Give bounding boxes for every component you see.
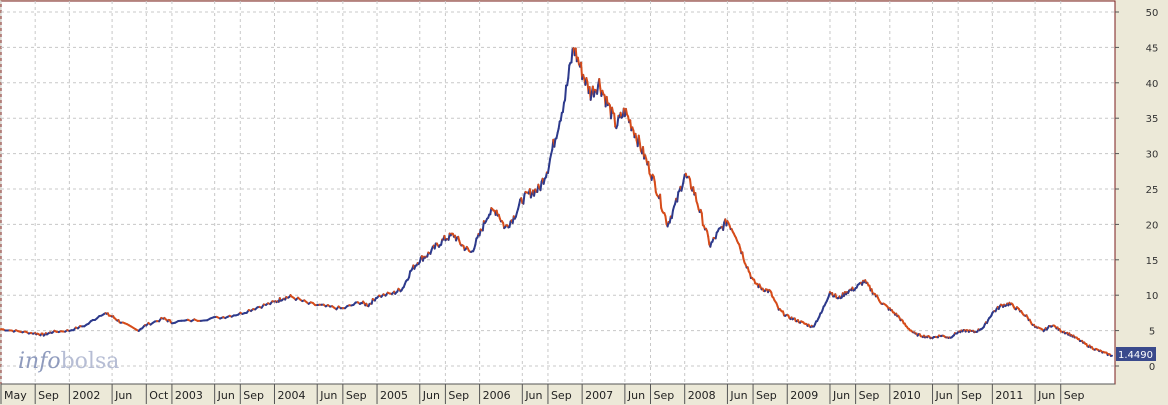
x-tick-label: Sep [859,389,880,402]
x-tick-label: 2004 [277,389,305,402]
price-segment [613,112,617,128]
y-tick-label: 25 [1146,185,1159,196]
price-segment [553,137,557,148]
x-tick-label: Jun [217,389,235,402]
price-segment [700,212,704,227]
x-tick-label: 2006 [483,389,511,402]
price-segment [664,215,668,226]
x-tick-label: 2007 [585,389,613,402]
y-tick-label: 10 [1146,291,1159,302]
x-tick-label: Sep [38,389,59,402]
y-tick-label: 20 [1146,220,1159,231]
x-tick-label: Sep [654,389,675,402]
x-tick-label: Jun [114,389,132,402]
x-tick-label: 2011 [995,389,1023,402]
price-segment [567,64,571,80]
price-segment [564,84,568,101]
y-tick-label: 50 [1146,8,1159,19]
x-tick-label: 2008 [688,389,716,402]
infobolsa-logo: infobolsa [18,349,119,374]
x-axis: May Sep 2002 Jun Oct 2003 Jun Sep 2004 Jun Sep 2005… [0,383,1115,404]
price-segment [689,178,693,190]
x-tick-label: Jun [524,389,542,402]
price-segment [474,237,478,246]
price-segment [592,88,596,98]
y-tick-label: 45 [1146,43,1159,54]
x-tick-label: Sep [448,389,469,402]
x-tick-label: Jun [319,389,337,402]
y-tick-label: 35 [1146,114,1159,125]
price-segment [670,209,674,220]
x-tick-label: Sep [551,389,572,402]
last-value-badge: 1.4490 [1116,347,1156,361]
y-tick-label: 40 [1146,79,1159,90]
price-segment [561,101,565,114]
price-segment [539,180,543,192]
price-segment [741,251,745,260]
price-segment [598,77,602,90]
price-segment [653,181,657,194]
y-axis: 0 5 10 15 20 25 30 35 40 45 50 [1115,8,1158,373]
x-tick-label: 2005 [380,389,408,402]
price-segment [616,114,620,127]
plot-area [0,0,1116,385]
price-segment [634,132,638,142]
x-tick-label: Sep [1064,389,1085,402]
y-tick-label: 30 [1146,150,1159,161]
price-segment [676,191,680,203]
price-segment [647,160,651,175]
last-value-label: 1.4490 [1118,350,1153,361]
x-tick-label: 2003 [175,389,203,402]
price-segment [694,192,698,203]
x-tick-label: Sep [961,389,982,402]
price-segment [522,193,526,205]
price-series [0,47,1113,357]
x-tick-label: Oct [149,389,169,402]
x-tick-label: Sep [243,389,264,402]
y-tick-label: 5 [1149,327,1155,338]
price-segment [408,270,412,279]
x-tick-label: Sep [346,389,367,402]
price-segment [570,48,574,64]
x-tick-label: Jun [832,389,850,402]
x-tick-label: 2010 [893,389,921,402]
x-tick-label: Sep [756,389,777,402]
y-tick-label: 15 [1146,256,1159,267]
price-segment [546,165,551,175]
x-tick-label: 2009 [790,389,818,402]
price-segment [557,120,561,130]
price-segment [637,134,641,145]
price-segment [566,77,570,87]
price-segment [589,91,593,101]
x-tick-label: May [4,389,27,402]
logo-part-info: info [18,349,61,374]
x-tick-label: Jun [627,389,645,402]
price-segment [707,235,711,246]
logo-part-bolsa: bolsa [61,349,120,374]
price-segment [722,221,726,232]
price-segment [576,56,580,66]
price-segment [596,83,600,95]
x-tick-label: Jun [422,389,440,402]
y-tick-label: 0 [1149,362,1155,373]
price-segment [559,111,563,122]
x-tick-label: Jun [1037,389,1055,402]
price-segment [548,157,552,168]
x-tick-label: Jun [935,389,953,402]
gridlines [0,1,1115,384]
x-tick-label: 2002 [72,389,100,402]
price-segment [659,193,663,209]
x-tick-label: Jun [729,389,747,402]
price-segment [638,142,642,152]
